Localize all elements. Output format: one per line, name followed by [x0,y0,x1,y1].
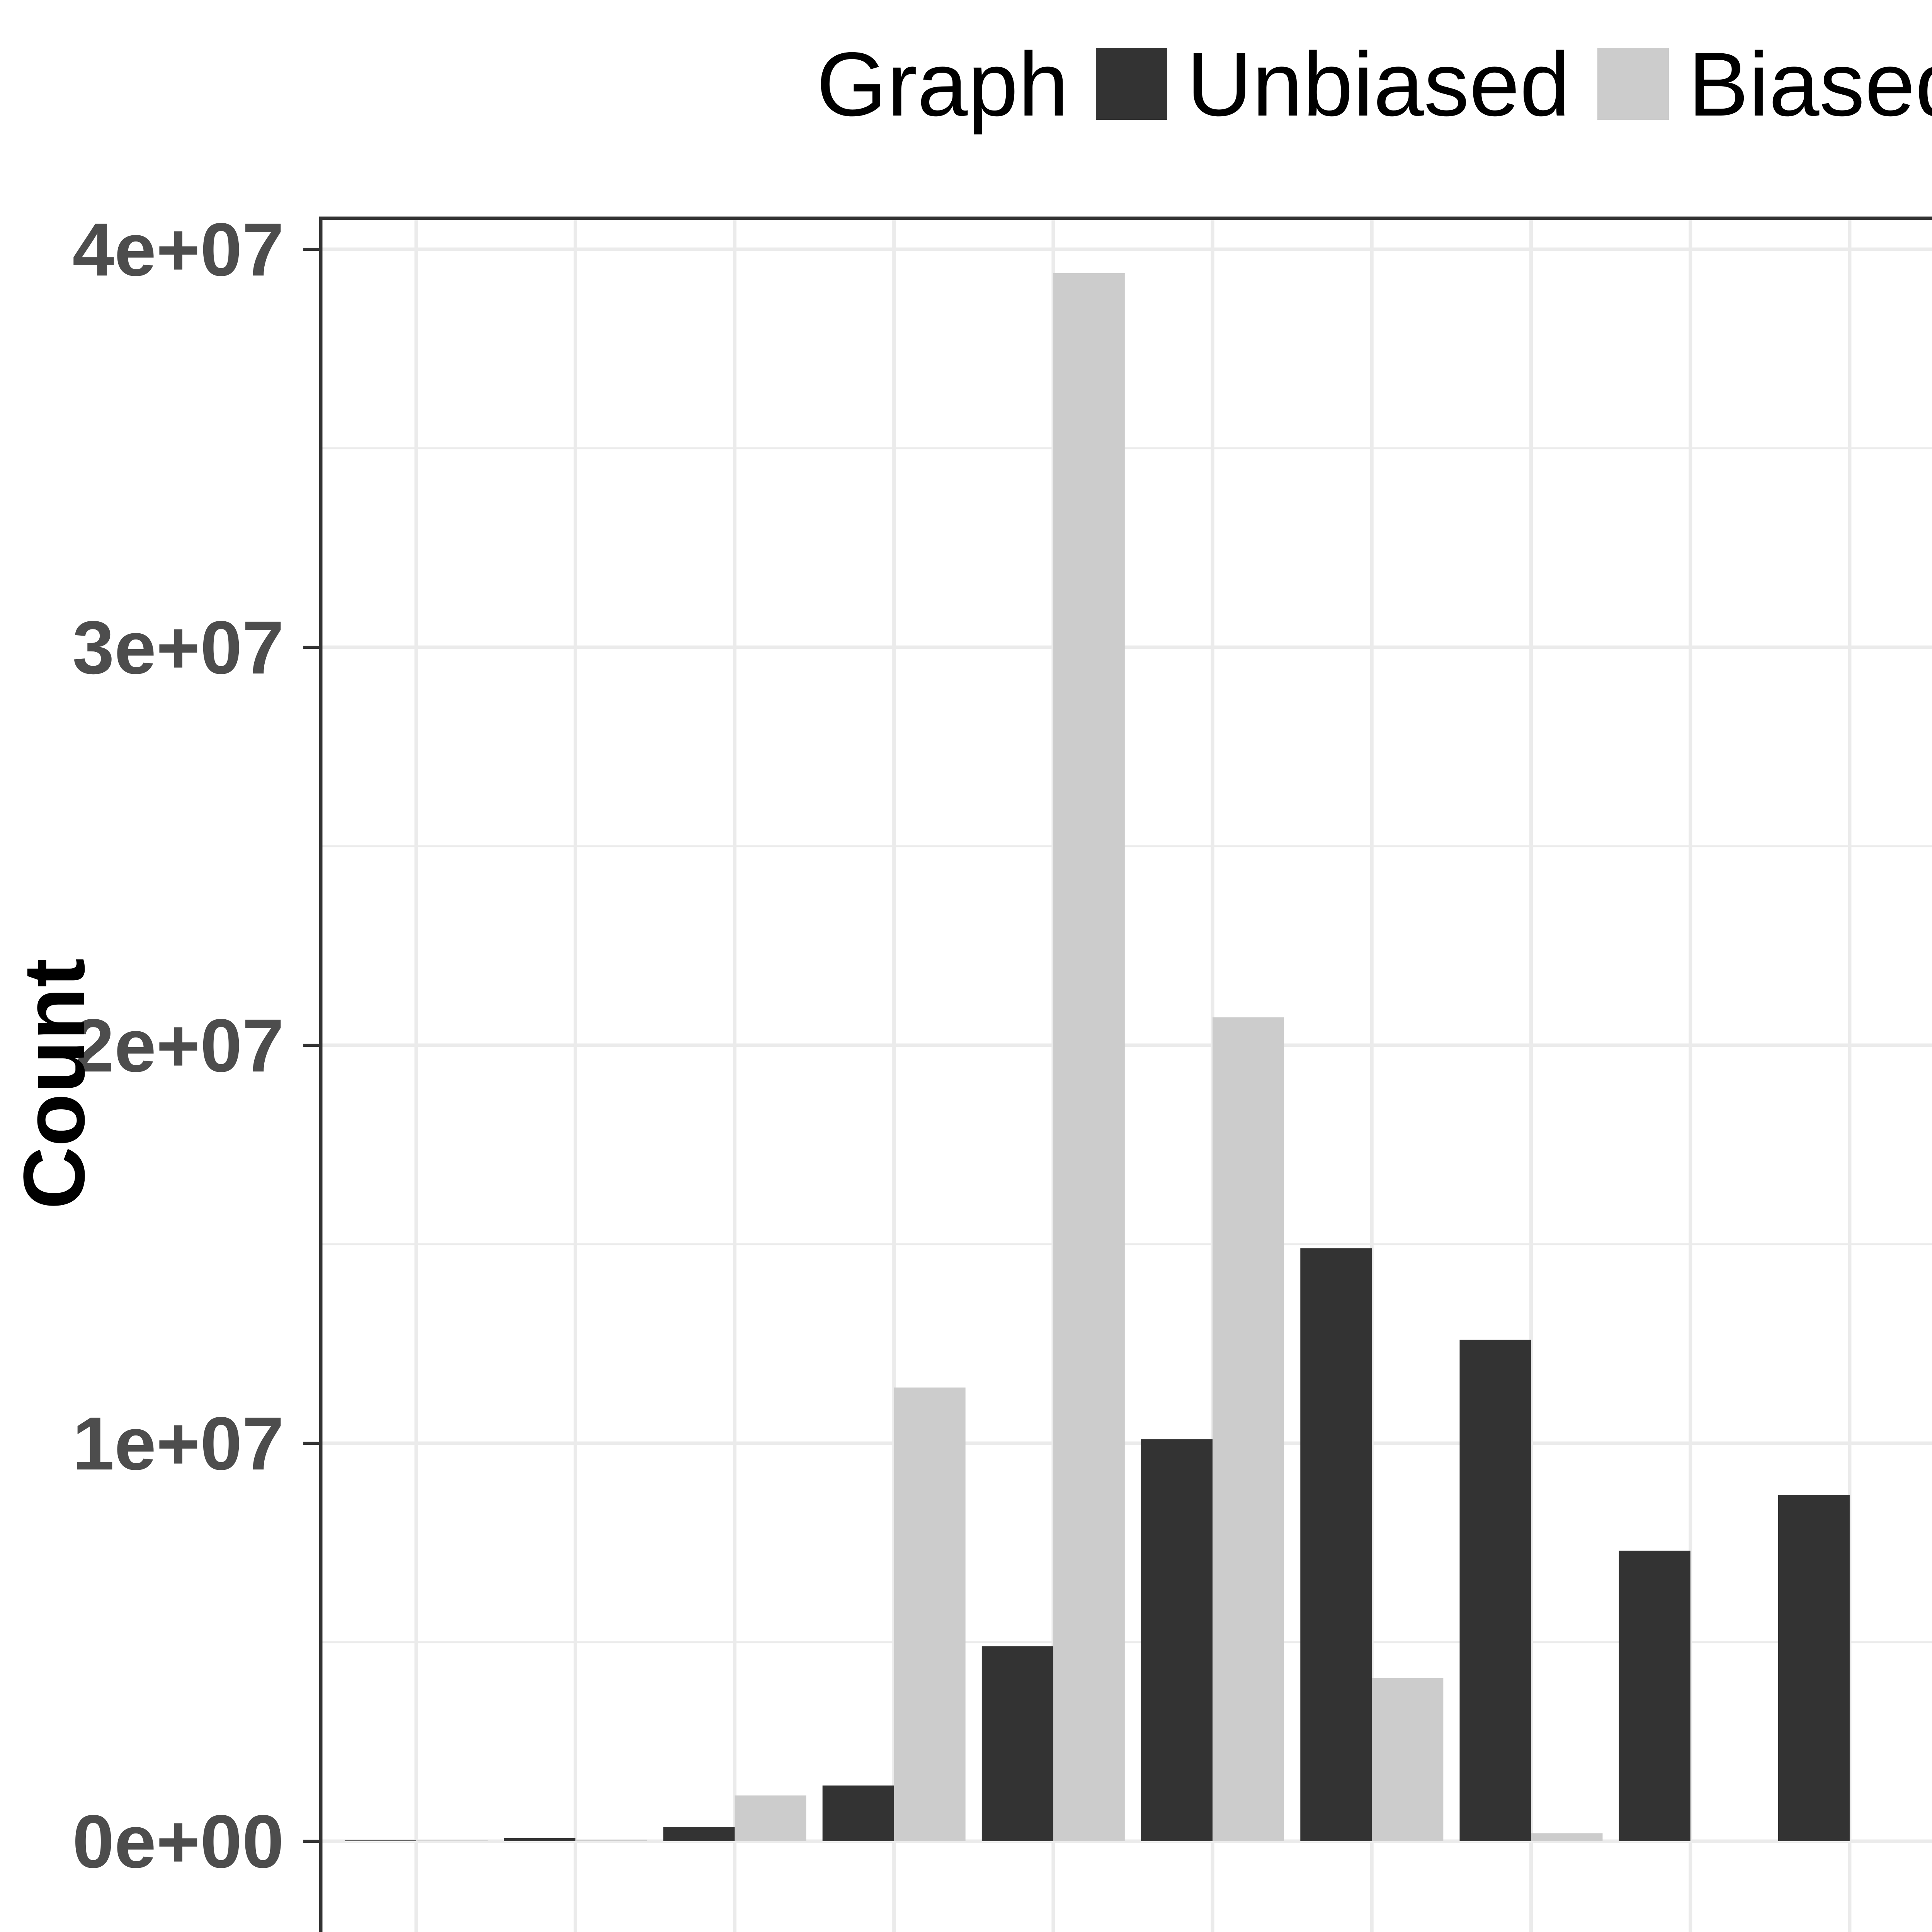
bar-unbiased-hops-3 [822,1785,894,1841]
y-tick-label-0e+00: 0e+00 [72,1799,284,1884]
legend-label-biased: Biased [1688,33,1932,135]
legend-item-unbiased: Unbiased [1095,33,1570,135]
legend-label-unbiased: Unbiased [1186,33,1570,135]
legend-item-biased: Biased [1597,39,1932,129]
y-tick-label-1e+07: 1e+07 [72,1401,284,1486]
y-axis-title: Count [5,958,103,1209]
bar-unbiased-hops-4 [981,1646,1053,1841]
bar-unbiased-hops-8 [1619,1551,1690,1841]
bars [345,273,1850,1841]
legend-title: Graph [816,33,1069,135]
bar-biased-hops-7 [1531,1833,1603,1841]
bar-biased-hops-5 [1213,1017,1284,1841]
y-tick-label-4e+07: 4e+07 [72,207,284,292]
bar-unbiased-hops-1 [504,1838,576,1841]
bar-unbiased-hops-5 [1141,1439,1213,1841]
bar-biased-hops-6 [1372,1678,1444,1841]
bar-biased-hops-3 [894,1387,966,1841]
y-tick-label-3e+07: 3e+07 [72,605,284,690]
bar-unbiased-hops-0 [345,1840,416,1841]
y-tick-label-2e+07: 2e+07 [72,1003,284,1088]
bar-biased-hops-2 [735,1795,806,1841]
legend-swatch-unbiased-icon [1095,48,1167,120]
panel-border [319,216,1932,1932]
bar-unbiased-hops-7 [1459,1340,1531,1841]
bar-biased-hops-0 [416,1840,488,1841]
y-axis-ticks [303,248,321,1843]
y-tick-labels: 0e+00 1e+07 2e+07 3e+07 4e+07 [72,207,284,1884]
legend: Graph Unbiased Biased [0,39,1932,129]
legend-swatch-biased-icon [1597,48,1669,120]
bar-biased-hops-1 [575,1839,647,1841]
bar-biased-hops-4 [1053,273,1125,1841]
bar-unbiased-hops-6 [1300,1248,1372,1841]
bar-unbiased-hops-2 [663,1827,735,1841]
bar-unbiased-hops-9 [1778,1495,1850,1841]
